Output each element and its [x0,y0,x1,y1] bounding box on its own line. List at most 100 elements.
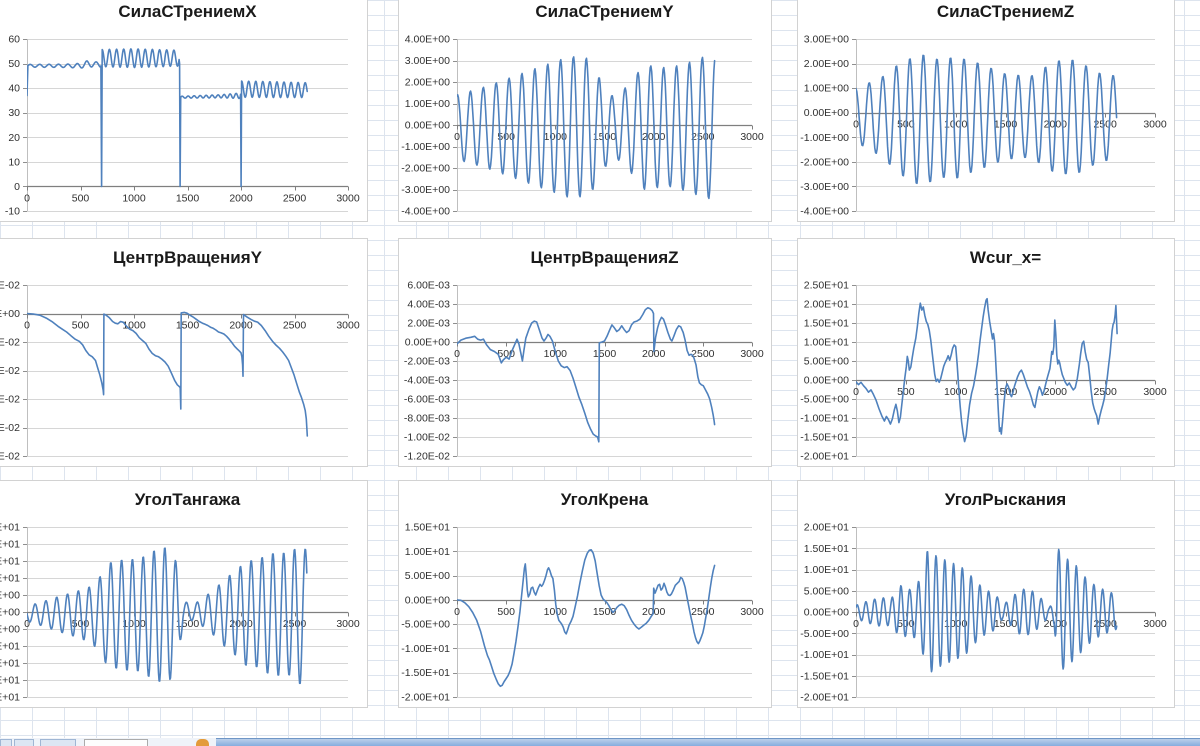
svg-text:-3.00E+00: -3.00E+00 [401,184,450,196]
svg-text:0: 0 [454,348,460,360]
svg-text:2000: 2000 [229,320,253,332]
chart-plot: 4.00E+00 3.00E+00 2.00E+00 1.00E+00 0.00E+00… [401,34,764,218]
svg-text:1500: 1500 [994,119,1018,131]
svg-text:40: 40 [8,83,20,95]
svg-text:2500: 2500 [283,192,307,204]
svg-text:-2.00E+01: -2.00E+01 [0,675,20,687]
svg-text:-2.00E+01: -2.00E+01 [401,692,450,704]
svg-text:0: 0 [24,618,30,630]
chart-box[interactable]: ЦентрВращенияZ 6.00E-03 4.00E-03 2.00E-03 0… [398,238,772,467]
sheet-tab-active[interactable] [84,739,148,746]
svg-text:-4.00E+00: -4.00E+00 [401,206,450,218]
svg-text:-4.00E-02: -4.00E-02 [0,422,20,434]
horizontal-scrollbar[interactable] [216,738,1200,746]
svg-text:0: 0 [853,119,859,131]
chart-plot: 60 50 40 30 20 10 0 -10 0 500 1000 1500 2000 2500 3000 [5,34,360,218]
chart-box[interactable]: УголТангажа 2.50E+01 2.00E+01 1.50E+01 1.00… [0,480,368,708]
chart-plot: 1.00E-02 0.00E+00 -1.00E-02 -2.00E-02 -3.00E… [0,280,360,463]
chart-box[interactable]: ЦентрВращенияY 1.00E-02 0.00E+00 -1.00E-02… [0,238,368,467]
chart-box[interactable]: СилаСТрениемY 4.00E+00 3.00E+00 2.00E+00 1.… [398,0,772,222]
sheet-scroll-icon[interactable] [196,739,209,746]
svg-text:-4.00E-03: -4.00E-03 [404,375,450,387]
svg-text:3000: 3000 [740,131,764,143]
chart-box[interactable]: СилаСТрениемX 60 50 40 30 20 10 0 -10 0 500 1000 15… [0,0,368,222]
svg-text:20: 20 [8,132,20,144]
svg-text:500: 500 [497,606,515,618]
svg-text:50: 50 [8,58,20,70]
sheet-tab[interactable] [0,739,12,746]
svg-text:-5.00E-02: -5.00E-02 [0,451,20,463]
chart-plot: 6.00E-03 4.00E-03 2.00E-03 0.00E+00 -2.00E-0… [404,280,764,463]
svg-text:500: 500 [897,386,915,398]
svg-text:3000: 3000 [336,618,360,630]
svg-text:1500: 1500 [593,348,617,360]
svg-text:-1.00E+00: -1.00E+00 [800,132,849,144]
svg-text:2.50E+01: 2.50E+01 [804,280,849,292]
svg-text:2000: 2000 [642,348,666,360]
svg-text:0.00E+00: 0.00E+00 [804,107,849,119]
svg-text:4.00E-03: 4.00E-03 [407,299,450,311]
svg-text:500: 500 [497,131,515,143]
svg-text:-3.00E-02: -3.00E-02 [0,394,20,406]
svg-text:0.00E+00: 0.00E+00 [804,607,849,619]
svg-text:-1.00E+00: -1.00E+00 [401,141,450,153]
svg-text:-4.00E+00: -4.00E+00 [800,206,849,218]
svg-text:1.50E+01: 1.50E+01 [804,318,849,330]
svg-text:5.00E+00: 5.00E+00 [804,585,849,597]
svg-text:2.00E-03: 2.00E-03 [407,318,450,330]
svg-text:-1.00E-02: -1.00E-02 [0,337,20,349]
svg-text:-1.50E+01: -1.50E+01 [800,670,849,682]
svg-text:60: 60 [8,34,20,46]
chart-plot: 2.00E+01 1.50E+01 1.00E+01 5.00E+00 0.00E+00… [800,522,1167,704]
svg-text:0.00E+00: 0.00E+00 [405,594,450,606]
svg-text:-5.00E+00: -5.00E+00 [0,624,20,636]
svg-text:2.00E+00: 2.00E+00 [804,58,849,70]
svg-text:1000: 1000 [122,192,146,204]
svg-text:0: 0 [14,181,20,193]
chart-box[interactable]: Wcur_x= 2.50E+01 2.00E+01 1.50E+01 1.00E+01… [797,238,1175,467]
svg-text:-2.00E+01: -2.00E+01 [800,451,849,463]
svg-text:2000: 2000 [229,192,253,204]
svg-text:-5.00E+00: -5.00E+00 [800,394,849,406]
svg-text:-2.00E+00: -2.00E+00 [800,156,849,168]
svg-text:1.50E+01: 1.50E+01 [0,556,20,568]
svg-text:2.00E+00: 2.00E+00 [405,77,450,89]
svg-text:1.00E+01: 1.00E+01 [804,564,849,576]
svg-text:500: 500 [72,192,90,204]
svg-text:0.00E+00: 0.00E+00 [0,308,20,320]
svg-text:1000: 1000 [944,119,968,131]
chart-title: ЦентрВращенияY [113,248,262,267]
chart-box[interactable]: УголКрена 1.50E+01 1.00E+01 5.00E+00 0.00E+… [398,480,772,708]
svg-text:2500: 2500 [283,618,307,630]
svg-text:1000: 1000 [122,618,146,630]
sheet-tab[interactable] [14,739,34,746]
svg-text:500: 500 [72,320,90,332]
svg-text:1.00E+01: 1.00E+01 [0,573,20,585]
chart-box[interactable]: УголРыскания 2.00E+01 1.50E+01 1.00E+01 5.0… [797,480,1175,708]
svg-text:3.00E+00: 3.00E+00 [804,34,849,46]
svg-text:2000: 2000 [1044,386,1068,398]
svg-text:30: 30 [8,107,20,119]
sheet-tab[interactable] [40,739,76,746]
chart-box[interactable]: СилаСТрениемZ 3.00E+00 2.00E+00 1.00E+00 0.… [797,0,1175,222]
svg-text:-1.00E+01: -1.00E+01 [800,649,849,661]
svg-text:1000: 1000 [544,131,568,143]
svg-text:0.00E+00: 0.00E+00 [405,337,450,349]
svg-text:1500: 1500 [176,192,200,204]
svg-text:500: 500 [897,618,915,630]
chart-plot: 1.50E+01 1.00E+01 5.00E+00 0.00E+00 -5.00E+0… [401,522,764,704]
chart-title: УголРыскания [944,490,1067,509]
svg-text:-5.00E+00: -5.00E+00 [800,628,849,640]
svg-text:1000: 1000 [944,386,968,398]
svg-text:-1.20E-02: -1.20E-02 [404,451,450,463]
chart-title: СилаСТрениемZ [936,2,1075,21]
svg-text:2.00E+01: 2.00E+01 [0,539,20,551]
svg-text:2500: 2500 [283,320,307,332]
svg-text:-2.50E+01: -2.50E+01 [0,692,20,704]
svg-text:-2.00E-02: -2.00E-02 [0,365,20,377]
svg-text:1.00E-02: 1.00E-02 [0,280,20,292]
svg-text:-1.00E+01: -1.00E+01 [0,641,20,653]
svg-text:1.50E+01: 1.50E+01 [405,522,450,534]
svg-text:5.00E+00: 5.00E+00 [804,356,849,368]
